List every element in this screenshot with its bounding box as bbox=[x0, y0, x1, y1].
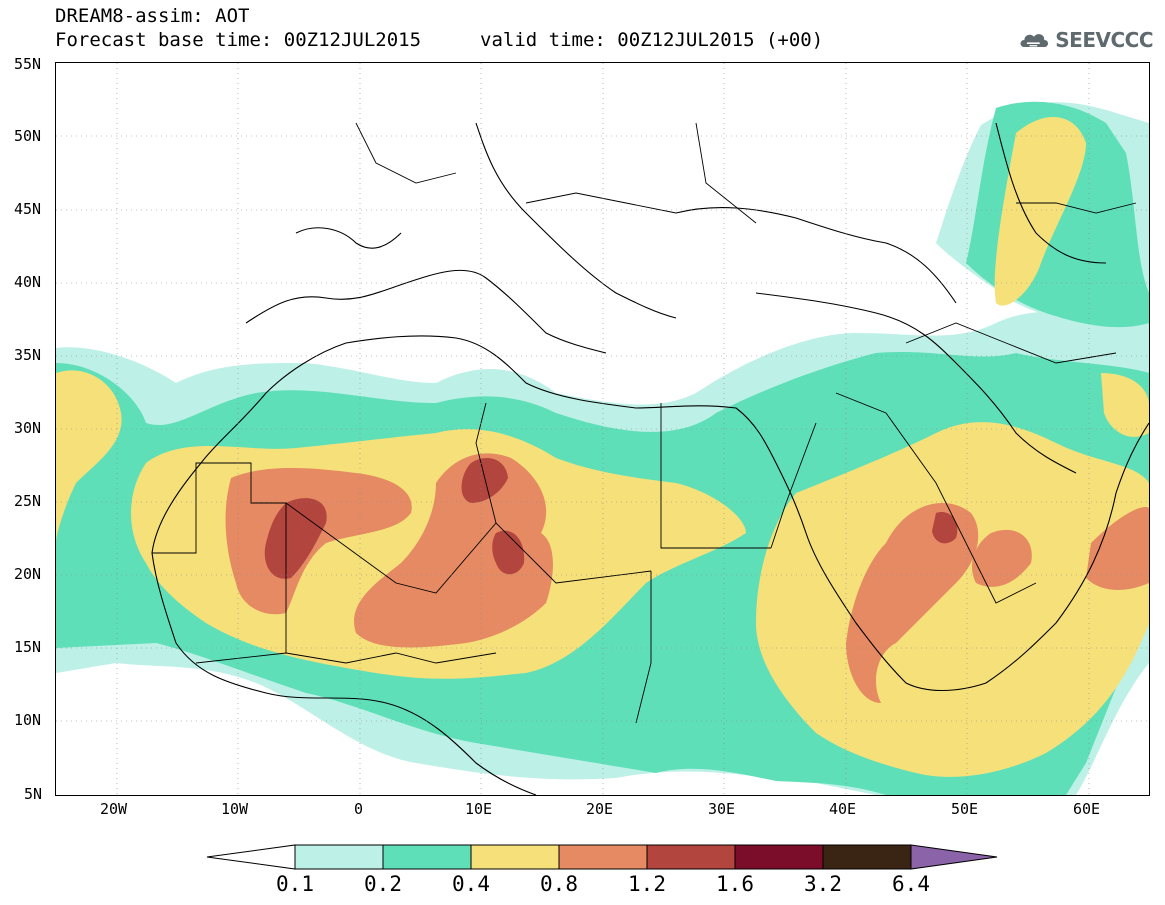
aot-contour-1.2 bbox=[264, 458, 958, 579]
lon-label-30E: 30E bbox=[708, 800, 736, 818]
graticule bbox=[56, 63, 1149, 795]
colorbar-label-6.4: 6.4 bbox=[892, 872, 930, 896]
lat-label-10N: 10N bbox=[14, 711, 42, 729]
colorbar-segment-over bbox=[910, 844, 998, 870]
lat-label-45N: 45N bbox=[14, 200, 42, 218]
colorbar-label-0.4: 0.4 bbox=[452, 872, 490, 896]
lat-label-15N: 15N bbox=[14, 638, 42, 656]
lon-label-50E: 50E bbox=[951, 800, 979, 818]
lon-label-20W: 20W bbox=[100, 800, 128, 818]
seevccc-logo: SEEVCCC bbox=[1018, 22, 1153, 58]
valid-time: valid time: 00Z12JUL2015 (+00) bbox=[480, 29, 824, 51]
colorbar-label-0.1: 0.1 bbox=[276, 872, 314, 896]
lon-label-10W: 10W bbox=[221, 800, 249, 818]
colorbar-label-0.2: 0.2 bbox=[364, 872, 402, 896]
colorbar-segment-1.6 bbox=[734, 844, 824, 870]
lat-label-5N: 5N bbox=[24, 785, 43, 803]
country-borders bbox=[152, 122, 1137, 724]
colorbar-segment-0.4 bbox=[470, 844, 560, 870]
aot-map bbox=[56, 63, 1149, 795]
colorbar bbox=[206, 844, 998, 870]
colorbar-segment-under bbox=[206, 844, 296, 870]
aot-contour-0.8 bbox=[225, 453, 1149, 703]
colorbar-segment-1.2 bbox=[646, 844, 736, 870]
lat-label-30N: 30N bbox=[14, 419, 42, 437]
lon-label-60E: 60E bbox=[1073, 800, 1101, 818]
colorbar-segment-0.1 bbox=[294, 844, 384, 870]
colorbar-segment-0.2 bbox=[382, 844, 472, 870]
lat-label-35N: 35N bbox=[14, 346, 42, 364]
title-line-1: DREAM8-assim: AOT bbox=[55, 5, 250, 27]
lon-label-40E: 40E bbox=[829, 800, 857, 818]
map-panel bbox=[55, 62, 1150, 796]
colorbar-label-3.2: 3.2 bbox=[804, 872, 842, 896]
colorbar-label-0.8: 0.8 bbox=[540, 872, 578, 896]
lat-label-40N: 40N bbox=[14, 273, 42, 291]
colorbar-label-1.2: 1.2 bbox=[628, 872, 666, 896]
logo-text: SEEVCCC bbox=[1055, 28, 1153, 52]
colorbar-segment-0.8 bbox=[558, 844, 648, 870]
lat-label-20N: 20N bbox=[14, 565, 42, 583]
colorbar-segment-3.2 bbox=[822, 844, 912, 870]
lon-label-10E: 10E bbox=[465, 800, 493, 818]
lat-label-55N: 55N bbox=[14, 55, 42, 73]
lon-label-20E: 20E bbox=[586, 800, 614, 818]
lat-label-50N: 50N bbox=[14, 127, 42, 145]
lat-label-25N: 25N bbox=[14, 492, 42, 510]
cloud-icon bbox=[1020, 34, 1049, 48]
colorbar-label-1.6: 1.6 bbox=[716, 872, 754, 896]
lon-label-0: 0 bbox=[354, 800, 364, 818]
coastlines bbox=[151, 122, 1149, 795]
title-line-2: Forecast base time: 00Z12JUL2015 bbox=[55, 29, 422, 51]
